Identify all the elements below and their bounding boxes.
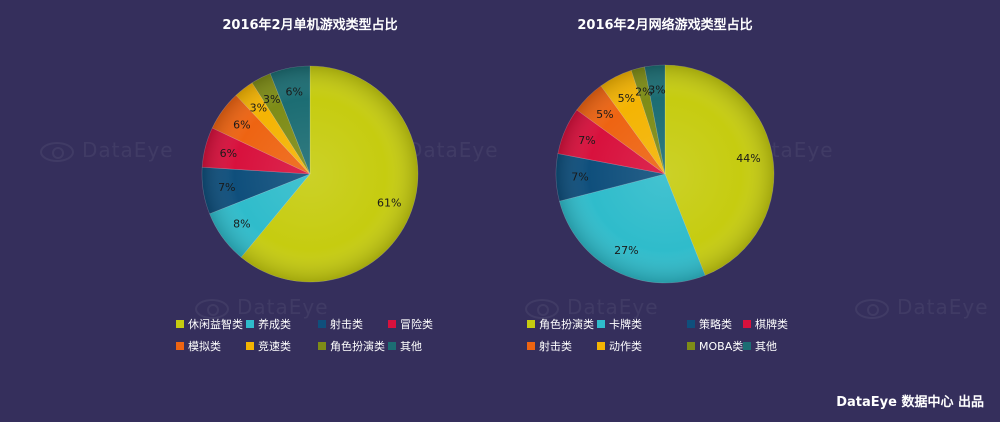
legend-item: 养成类 (246, 317, 291, 331)
legend-item: 冒险类 (388, 317, 433, 331)
legend-swatch (687, 320, 695, 328)
slice-data-label: 3% (263, 93, 280, 106)
legend-label: 动作类 (609, 339, 642, 353)
legend-swatch (318, 320, 326, 328)
legend-item: 休闲益智类 (176, 317, 243, 331)
legend-item: 竞速类 (246, 339, 291, 353)
legend-label: 棋牌类 (755, 317, 788, 331)
slice-data-label: 44% (736, 152, 760, 165)
legend-swatch (597, 320, 605, 328)
legend-label: 射击类 (539, 339, 572, 353)
legend-label: 其他 (755, 340, 777, 353)
legend-swatch (743, 320, 751, 328)
legend-label: 其他 (400, 340, 422, 353)
legend-swatch (318, 342, 326, 350)
legend-label: 冒险类 (400, 317, 433, 331)
watermark-4: DataEye (195, 295, 329, 319)
slice-data-label: 3% (648, 83, 665, 96)
watermark-6: DataEye (855, 295, 989, 319)
slice-data-label: 2% (635, 86, 652, 99)
legend-swatch (527, 320, 535, 328)
legend-swatch (388, 342, 396, 350)
slice-data-label: 6% (285, 85, 302, 98)
watermark-2: DataEye (365, 138, 499, 162)
slice-data-label: 5% (596, 108, 613, 121)
legend-item: 角色扮演类 (318, 339, 385, 353)
legend-swatch (388, 320, 396, 328)
pie-shading (556, 65, 774, 283)
legend-label: 射击类 (330, 317, 363, 331)
legend-item: 模拟类 (176, 339, 221, 353)
legend-label: 角色扮演类 (330, 339, 385, 353)
pie-shading (202, 66, 418, 282)
legend-label: 模拟类 (188, 339, 221, 353)
slice-data-label: 8% (233, 218, 250, 231)
legend-swatch (176, 320, 184, 328)
slice-data-label: 5% (618, 92, 635, 105)
legend-item: 策略类 (687, 317, 732, 331)
legend-item: 其他 (743, 340, 777, 353)
legend-swatch (527, 342, 535, 350)
legend-item: MOBA类 (687, 339, 743, 353)
legend-item: 射击类 (527, 339, 572, 353)
legend-label: 休闲益智类 (188, 317, 243, 331)
legend-label: MOBA类 (699, 339, 743, 353)
legend-item: 射击类 (318, 317, 363, 331)
slice-data-label: 7% (578, 134, 595, 147)
legend-swatch (246, 320, 254, 328)
slice-data-label: 3% (250, 101, 267, 114)
legend-label: 角色扮演类 (539, 317, 594, 331)
legend-item: 其他 (388, 340, 422, 353)
chart-title: 2016年2月网络游戏类型占比 (577, 17, 752, 33)
slice-data-label: 27% (614, 244, 638, 257)
footer-credit: DataEye 数据中心 出品 (836, 395, 984, 410)
legend-label: 养成类 (258, 317, 291, 331)
watermark-1: DataEye (40, 138, 174, 162)
watermark-5: DataEye (525, 295, 659, 319)
legend-swatch (176, 342, 184, 350)
slice-data-label: 61% (377, 197, 401, 210)
legend-swatch (597, 342, 605, 350)
legend-label: 竞速类 (258, 339, 291, 353)
legend-label: 策略类 (699, 317, 732, 331)
legend-swatch (687, 342, 695, 350)
legend-item: 动作类 (597, 339, 642, 353)
legend-item: 棋牌类 (743, 317, 788, 331)
chart-title: 2016年2月单机游戏类型占比 (222, 17, 397, 33)
slice-data-label: 7% (571, 171, 588, 184)
legend-item: 卡牌类 (597, 317, 642, 331)
legend-item: 角色扮演类 (527, 317, 594, 331)
slice-data-label: 7% (218, 181, 235, 194)
slice-data-label: 6% (220, 147, 237, 160)
pie (555, 64, 775, 284)
legend-swatch (743, 342, 751, 350)
legend-swatch (246, 342, 254, 350)
slice-data-label: 6% (233, 118, 250, 131)
legend-label: 卡牌类 (609, 317, 642, 331)
pie (201, 65, 419, 283)
